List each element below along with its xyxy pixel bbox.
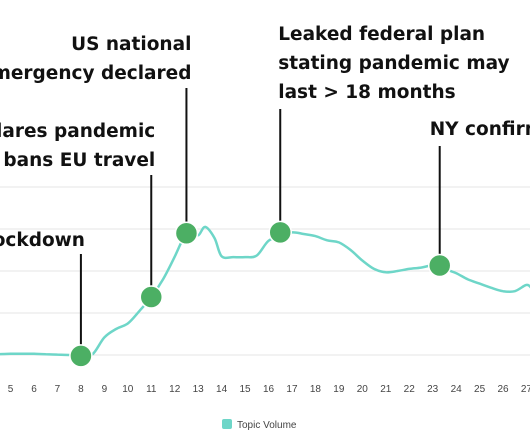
event-label: last > 18 months [278, 82, 455, 103]
event-marker[interactable] [427, 253, 452, 278]
event-label: eclares pandemic [0, 121, 155, 142]
x-tick-label: 18 [310, 384, 322, 395]
event-label: NY confirm [430, 119, 530, 140]
event-label: Leaked federal plan [278, 24, 485, 45]
x-tick-label: 5 [8, 384, 14, 395]
event-label: emergency declared [0, 63, 191, 84]
event-label: US national [71, 34, 191, 55]
event-marker[interactable] [268, 220, 292, 245]
event-marker[interactable] [69, 344, 93, 368]
x-tick-label: 7 [55, 384, 61, 395]
x-tick-label: 26 [497, 384, 509, 395]
x-tick-label: 10 [122, 384, 134, 395]
event-marker[interactable] [174, 221, 199, 245]
x-tick-label: 14 [216, 384, 228, 395]
legend: Topic Volume [222, 419, 297, 431]
x-tick-label: 12 [169, 384, 181, 395]
legend-label: Topic Volume [237, 420, 297, 431]
x-tick-label: 21 [380, 384, 392, 395]
x-tick-label: 8 [78, 384, 84, 395]
x-tick-label: 22 [404, 384, 416, 395]
x-tick-label: 9 [102, 384, 108, 395]
x-tick-label: 20 [357, 384, 369, 395]
annotation-layer: lockdown eclares pandemic p bans EU travel… [0, 24, 530, 368]
x-tick-label: 25 [474, 384, 486, 395]
x-axis-ticks: 5 6 7 8 9 10 11 12 13 14 15 16 17 18 19 20 21 22 23 24 25 26 2… [8, 384, 530, 395]
event-label: stating pandemic may [278, 53, 509, 74]
x-tick-label: 17 [286, 384, 298, 395]
x-tick-label: 11 [146, 384, 157, 395]
x-tick-label: 19 [333, 384, 345, 395]
event-marker[interactable] [139, 285, 164, 309]
x-tick-label: 16 [263, 384, 275, 395]
x-tick-label: 15 [240, 384, 252, 395]
x-tick-label: 23 [427, 384, 439, 395]
x-tick-label: 24 [451, 384, 463, 395]
x-tick-label: 6 [31, 384, 37, 395]
event-label: p bans EU travel [0, 150, 155, 171]
x-tick-label: 13 [193, 384, 205, 395]
event-label: lockdown [0, 230, 85, 251]
legend-swatch [222, 419, 232, 429]
grid-layer [0, 186, 530, 356]
x-tick-label: 27 [521, 384, 530, 395]
